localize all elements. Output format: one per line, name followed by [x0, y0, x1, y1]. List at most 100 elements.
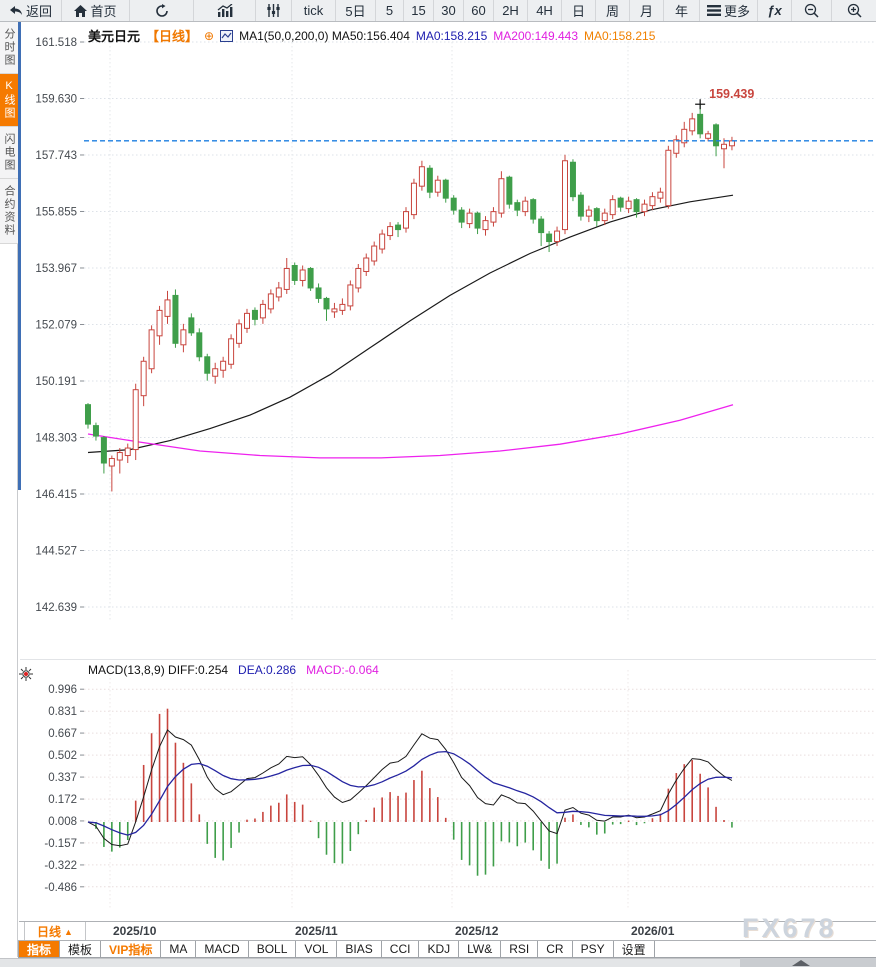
candle	[403, 211, 409, 229]
price-axis-label: 155.855	[35, 206, 77, 218]
home-button[interactable]: 首页	[62, 0, 130, 21]
candle	[395, 224, 402, 231]
h2-button[interactable]: 2H	[494, 0, 528, 21]
price-axis-label: 161.518	[35, 37, 77, 49]
tab-rsi[interactable]: RSI	[501, 941, 539, 958]
h4-button[interactable]: 4H	[528, 0, 562, 21]
tab-indicator[interactable]: 指标	[18, 941, 61, 958]
more-button[interactable]: 更多	[700, 0, 758, 21]
macd-chart[interactable]: 0.996 0.831 0.667 0.502 0.337 0.172 0.008 -0.15…	[20, 660, 876, 921]
candle	[728, 140, 735, 147]
candle	[339, 303, 346, 311]
5d-button[interactable]: 5日	[336, 0, 376, 21]
price-axis-label: 152.079	[35, 319, 77, 331]
candle	[140, 360, 147, 397]
candle	[713, 124, 720, 147]
back-button[interactable]: 返回	[0, 0, 62, 21]
candle	[100, 437, 107, 464]
tick-button[interactable]: tick	[292, 0, 336, 21]
period-selector[interactable]: 日线 ▲	[24, 922, 86, 941]
sidebar-tab-contract-info[interactable]: 合约资料	[0, 179, 18, 244]
zoom-in-button[interactable]	[832, 0, 876, 21]
candle	[180, 329, 187, 346]
candle	[657, 191, 664, 199]
horizontal-scrollbar-thumb[interactable]	[740, 958, 876, 967]
price-axis-label: 148.303	[35, 432, 77, 444]
price-axis-label: 157.743	[35, 150, 77, 162]
ma0-value-orange: MA0:158.215	[584, 28, 656, 43]
barchart-icon	[217, 4, 233, 17]
macd-header: MACD(13,8,9) DIFF:0.254 DEA:0.286 MACD:-…	[88, 663, 379, 677]
refresh-button[interactable]	[130, 0, 194, 21]
m15-button[interactable]: 15	[404, 0, 434, 21]
ma0-value-blue: MA0:158.215	[415, 28, 488, 43]
tab-cr[interactable]: CR	[538, 941, 573, 958]
candle	[514, 202, 521, 211]
m5-button[interactable]: 5	[376, 0, 404, 21]
tab-settings[interactable]: 设置	[613, 941, 655, 958]
dea-line	[87, 750, 733, 836]
panel-divider	[20, 659, 876, 660]
candle	[220, 360, 227, 371]
tab-boll[interactable]: BOLL	[248, 941, 297, 958]
candle	[132, 389, 139, 451]
candle	[705, 133, 712, 139]
m60-button[interactable]: 60	[464, 0, 494, 21]
left-sidebar: 分时图 K线图 闪电图 合约资料	[0, 22, 18, 957]
macd-axis-label: -0.322	[44, 860, 77, 872]
candle	[259, 303, 266, 319]
candle	[363, 257, 370, 272]
candle	[633, 199, 640, 213]
main-candlestick-chart[interactable]: 161.518 159.630 157.743 155.855 153.967 152.0…	[20, 22, 876, 659]
add-indicator-icon[interactable]: ⊕	[204, 28, 215, 43]
candle	[697, 113, 704, 135]
back-icon	[9, 5, 23, 17]
macd-axis-label: -0.486	[44, 882, 77, 894]
sidebar-tab-time-share[interactable]: 分时图	[0, 22, 18, 74]
candle	[212, 368, 219, 377]
macd-value-label: MACD:-0.064	[306, 663, 379, 677]
candle	[283, 267, 290, 290]
candle	[498, 178, 505, 214]
horizontal-scrollbar-track[interactable]	[0, 958, 876, 967]
tab-vol[interactable]: VOL	[296, 941, 338, 958]
candle	[569, 161, 576, 198]
candle	[410, 182, 417, 216]
macd-axis-label: 0.337	[48, 772, 77, 784]
chart-type-bars-button[interactable]	[194, 0, 256, 21]
candle	[609, 199, 616, 216]
ma-line	[87, 194, 734, 454]
sidebar-tab-kline[interactable]: K线图	[0, 74, 18, 127]
tab-macd[interactable]: MACD	[196, 941, 249, 958]
candle	[164, 299, 171, 317]
tab-template[interactable]: 模板	[60, 941, 102, 958]
macd-axis-label: 0.502	[48, 750, 77, 762]
x-axis-label: 2025/10	[113, 924, 157, 938]
tab-cci[interactable]: CCI	[381, 941, 420, 958]
candle	[721, 143, 727, 150]
month-button[interactable]: 月	[630, 0, 664, 21]
candle	[689, 118, 696, 132]
week-button[interactable]: 周	[596, 0, 630, 21]
indicator-sun-icon[interactable]	[18, 666, 34, 682]
chart-type-sliders-button[interactable]	[256, 0, 292, 21]
tab-bias[interactable]: BIAS	[337, 941, 382, 958]
tab-vip-indicator[interactable]: VIP指标	[101, 941, 162, 958]
macd-axis-label: 0.008	[48, 816, 77, 828]
tab-kdj[interactable]: KDJ	[419, 941, 460, 958]
macd-dea-label: DEA:0.286	[238, 663, 297, 677]
candle	[291, 264, 298, 281]
fx-button[interactable]: ƒx	[758, 0, 792, 21]
zoom-out-button[interactable]	[792, 0, 832, 21]
x-axis-label: 2025/11	[295, 924, 338, 938]
m30-button[interactable]: 30	[434, 0, 464, 21]
candle	[562, 160, 568, 231]
sidebar-tab-flash[interactable]: 闪电图	[0, 127, 18, 179]
year-button[interactable]: 年	[664, 0, 700, 21]
candle	[593, 208, 600, 222]
tab-lw[interactable]: LW&	[459, 941, 502, 958]
tab-ma[interactable]: MA	[161, 941, 197, 958]
day-button[interactable]: 日	[562, 0, 596, 21]
x-axis-label: 2025/12	[455, 924, 499, 938]
tab-psy[interactable]: PSY	[572, 941, 614, 958]
